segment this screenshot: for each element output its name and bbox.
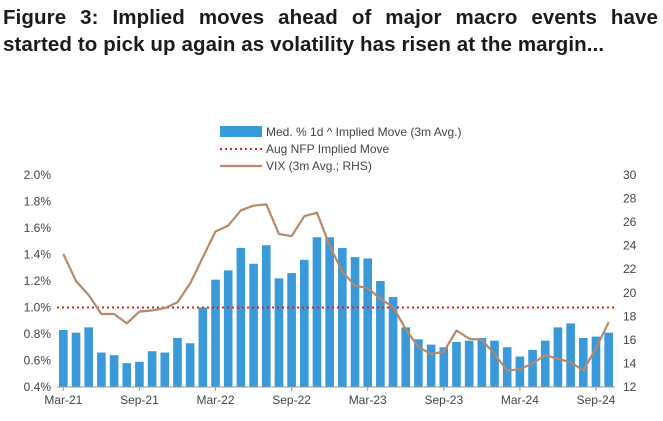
y-left-tick-label: 1.4% bbox=[24, 248, 52, 262]
bar bbox=[109, 355, 119, 387]
x-tick-label: Sep-24 bbox=[577, 393, 616, 407]
bar bbox=[135, 361, 144, 387]
bar bbox=[211, 279, 220, 387]
y-right-ticks: 12 14 16 18 20 22 24 26 28 30 bbox=[623, 168, 637, 394]
bar bbox=[299, 259, 309, 387]
bar bbox=[312, 237, 322, 387]
y-right-tick-label: 18 bbox=[623, 309, 637, 323]
x-tick-label: Sep-22 bbox=[272, 393, 311, 407]
bar bbox=[350, 257, 360, 387]
bar bbox=[363, 258, 373, 387]
bar bbox=[553, 327, 563, 388]
x-tick-label: Sep-23 bbox=[424, 393, 463, 407]
y-right-tick-label: 22 bbox=[623, 262, 637, 276]
bar bbox=[198, 307, 208, 387]
bar bbox=[274, 278, 284, 387]
bar bbox=[261, 245, 271, 387]
bar bbox=[71, 332, 81, 387]
bar bbox=[236, 247, 246, 387]
vix-line bbox=[62, 203, 610, 372]
y-left-tick-label: 1.6% bbox=[24, 221, 52, 235]
bar bbox=[122, 363, 132, 387]
legend-label-vix: VIX (3m Avg.; RHS) bbox=[266, 159, 372, 173]
y-left-tick-label: 0.8% bbox=[24, 327, 52, 341]
bar bbox=[287, 273, 296, 387]
y-right-tick-label: 24 bbox=[623, 239, 637, 253]
y-right-tick-label: 14 bbox=[623, 356, 637, 370]
bar bbox=[578, 337, 588, 387]
bar-series bbox=[59, 237, 613, 388]
bar bbox=[528, 349, 537, 387]
bar bbox=[147, 351, 157, 387]
y-right-tick-label: 28 bbox=[623, 192, 637, 206]
bar bbox=[376, 281, 385, 387]
y-right-tick-label: 30 bbox=[623, 168, 637, 182]
bar bbox=[338, 247, 347, 387]
bar bbox=[452, 341, 461, 387]
x-tick-label: Mar-23 bbox=[349, 393, 387, 407]
y-left-tick-label: 0.6% bbox=[24, 354, 52, 368]
bar bbox=[464, 340, 474, 388]
y-right-tick-label: 16 bbox=[623, 333, 637, 347]
legend-label-aug-nfp: Aug NFP Implied Move bbox=[266, 142, 389, 156]
y-right-tick-label: 20 bbox=[623, 286, 637, 300]
bar bbox=[426, 344, 436, 387]
y-right-tick-label: 26 bbox=[623, 215, 637, 229]
bar bbox=[604, 332, 613, 387]
legend-swatch-implied-move bbox=[220, 126, 262, 137]
bar bbox=[249, 263, 258, 387]
bar bbox=[414, 339, 423, 387]
bar bbox=[223, 270, 233, 387]
y-left-tick-label: 1.0% bbox=[24, 301, 52, 315]
legend-label-implied-move: Med. % 1d ^ Implied Move (3m Avg.) bbox=[266, 125, 462, 139]
bar bbox=[502, 347, 512, 387]
x-tick-label: Mar-24 bbox=[501, 393, 539, 407]
bar bbox=[59, 330, 68, 387]
bar bbox=[477, 337, 487, 387]
bar bbox=[84, 327, 94, 388]
y-left-tick-label: 1.2% bbox=[24, 274, 52, 288]
bar bbox=[97, 352, 106, 387]
x-ticks: Mar-21 Sep-21 Mar-22 Sep-22 Mar-23 Sep-23 Mar-… bbox=[44, 387, 616, 407]
y-left-ticks: 0.4% 0.6% 0.8% 1.0% 1.2% 1.4% 1.6% 1.8% 2.0% bbox=[24, 168, 52, 394]
y-left-tick-label: 2.0% bbox=[24, 168, 52, 182]
x-tick-label: Mar-21 bbox=[44, 393, 82, 407]
figure-title: Figure 3: Implied moves ahead of major m… bbox=[3, 6, 658, 56]
bar bbox=[566, 323, 575, 387]
bar bbox=[160, 352, 170, 387]
bar bbox=[439, 347, 449, 387]
y-left-tick-label: 0.4% bbox=[24, 380, 52, 394]
bar bbox=[173, 337, 182, 387]
bar bbox=[490, 340, 499, 388]
y-left-tick-label: 1.8% bbox=[24, 195, 52, 209]
legend: Med. % 1d ^ Implied Move (3m Avg.) Aug N… bbox=[220, 125, 462, 173]
bar bbox=[540, 340, 550, 388]
bar bbox=[185, 343, 195, 387]
bar bbox=[325, 237, 334, 387]
bar bbox=[515, 356, 525, 387]
bar bbox=[401, 327, 411, 388]
x-tick-label: Sep-21 bbox=[120, 393, 159, 407]
x-tick-label: Mar-22 bbox=[197, 393, 235, 407]
bar bbox=[591, 336, 601, 387]
y-right-tick-label: 12 bbox=[623, 380, 637, 394]
bar bbox=[388, 296, 398, 387]
